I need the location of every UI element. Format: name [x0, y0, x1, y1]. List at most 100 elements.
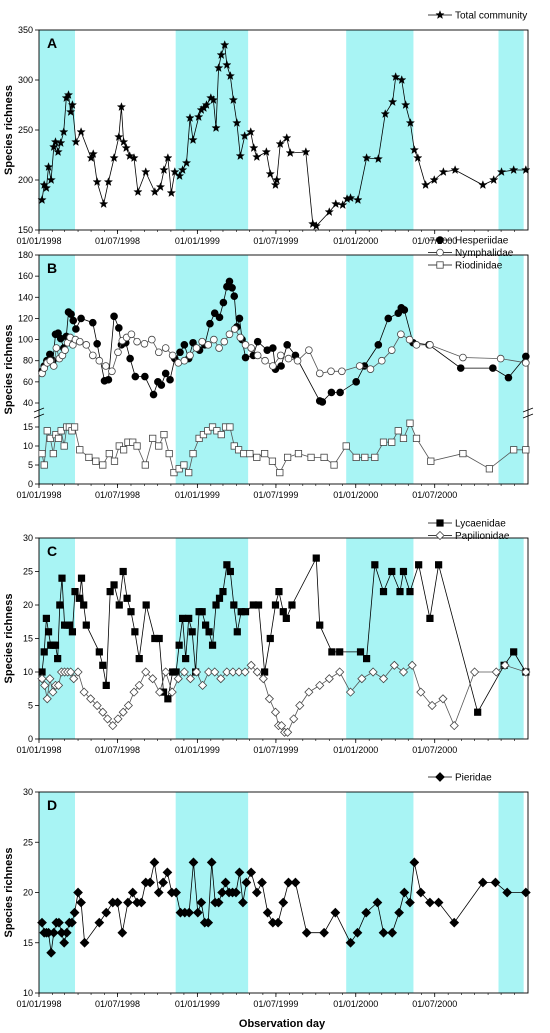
data-point — [366, 365, 375, 373]
data-point — [186, 351, 194, 360]
data-point — [106, 588, 114, 596]
data-point — [324, 674, 334, 684]
y-tick-label: 30 — [23, 787, 33, 797]
data-point — [384, 314, 393, 323]
data-point — [379, 438, 388, 446]
data-point — [301, 927, 312, 938]
x-tick-label: 01/07/2000 — [412, 236, 457, 246]
data-point — [188, 628, 196, 636]
data-point — [148, 674, 158, 684]
data-point — [377, 356, 386, 365]
data-point — [240, 131, 250, 140]
data-point — [93, 339, 101, 348]
data-point — [388, 567, 396, 576]
y-tick-label: 5 — [28, 460, 33, 470]
data-point — [38, 449, 46, 458]
data-point — [37, 917, 47, 928]
data-point — [210, 309, 219, 317]
data-point — [110, 457, 119, 465]
x-tick-label: 01/01/1999 — [175, 236, 220, 246]
data-point — [158, 877, 168, 888]
data-point — [500, 660, 510, 670]
data-point — [129, 687, 139, 697]
data-point — [59, 937, 70, 948]
data-point — [397, 330, 405, 339]
data-point — [435, 772, 445, 782]
data-point — [400, 306, 409, 314]
data-point — [253, 337, 262, 346]
data-point — [37, 674, 47, 684]
data-point — [220, 337, 229, 346]
series-nymphalidae — [38, 325, 530, 378]
data-point — [269, 344, 277, 352]
data-point — [188, 135, 198, 144]
data-point — [225, 71, 235, 80]
data-point — [149, 390, 158, 399]
legend-entry: Total community — [428, 10, 527, 22]
data-point — [155, 634, 163, 643]
data-point — [167, 687, 177, 697]
plot-frame — [38, 29, 529, 231]
data-point — [61, 927, 72, 938]
data-point — [49, 142, 59, 151]
data-point — [230, 292, 239, 301]
data-point — [98, 707, 108, 717]
panel-label: C — [47, 543, 57, 559]
x-tick-label: 01/07/1998 — [95, 490, 140, 500]
data-point — [71, 137, 81, 146]
data-point — [435, 561, 443, 569]
data-point — [118, 137, 129, 146]
y-tick-label: 80 — [23, 356, 33, 366]
data-point — [133, 442, 141, 450]
y-tick-label: 20 — [23, 600, 33, 610]
data-point — [235, 151, 245, 160]
data-point — [129, 153, 139, 162]
data-point — [318, 398, 327, 406]
data-point — [490, 877, 501, 888]
data-point — [195, 434, 203, 443]
data-point — [162, 867, 173, 878]
data-point — [478, 180, 488, 189]
data-point — [275, 588, 283, 596]
data-point — [198, 337, 206, 346]
data-point — [406, 588, 414, 596]
data-point — [170, 468, 178, 477]
data-point — [241, 608, 250, 616]
legend-entry: Papilionidae — [428, 530, 510, 542]
data-point — [177, 165, 188, 174]
data-point — [155, 687, 165, 697]
x-tick-label: 01/07/1999 — [253, 999, 298, 1009]
x-tick-label: 01/01/2000 — [333, 490, 378, 500]
data-point — [40, 680, 50, 690]
data-point — [489, 175, 499, 184]
data-point — [362, 655, 371, 663]
legend-label: Hesperiidae — [455, 236, 509, 247]
data-point — [115, 601, 123, 609]
data-point — [79, 687, 89, 697]
data-point — [204, 667, 214, 677]
data-point — [208, 423, 217, 431]
data-point — [220, 40, 230, 49]
data-point — [429, 175, 439, 184]
data-point — [361, 907, 372, 918]
data-point — [415, 561, 423, 569]
data-point — [75, 337, 84, 346]
data-point — [520, 887, 531, 898]
data-point — [470, 667, 480, 677]
legend-entry: Hesperiidae — [428, 236, 509, 247]
data-point — [131, 628, 139, 636]
data-point — [396, 588, 404, 596]
data-point — [123, 700, 133, 711]
data-point — [92, 177, 102, 186]
data-point — [510, 648, 518, 656]
x-tick-label: 01/01/1998 — [16, 236, 61, 246]
data-point — [327, 388, 336, 397]
data-point — [77, 574, 86, 582]
data-point — [261, 147, 271, 156]
data-point — [241, 341, 250, 349]
data-point — [502, 887, 513, 898]
data-point — [131, 372, 140, 381]
x-tick-label: 01/01/2000 — [333, 999, 378, 1009]
series-total-community — [37, 40, 531, 230]
